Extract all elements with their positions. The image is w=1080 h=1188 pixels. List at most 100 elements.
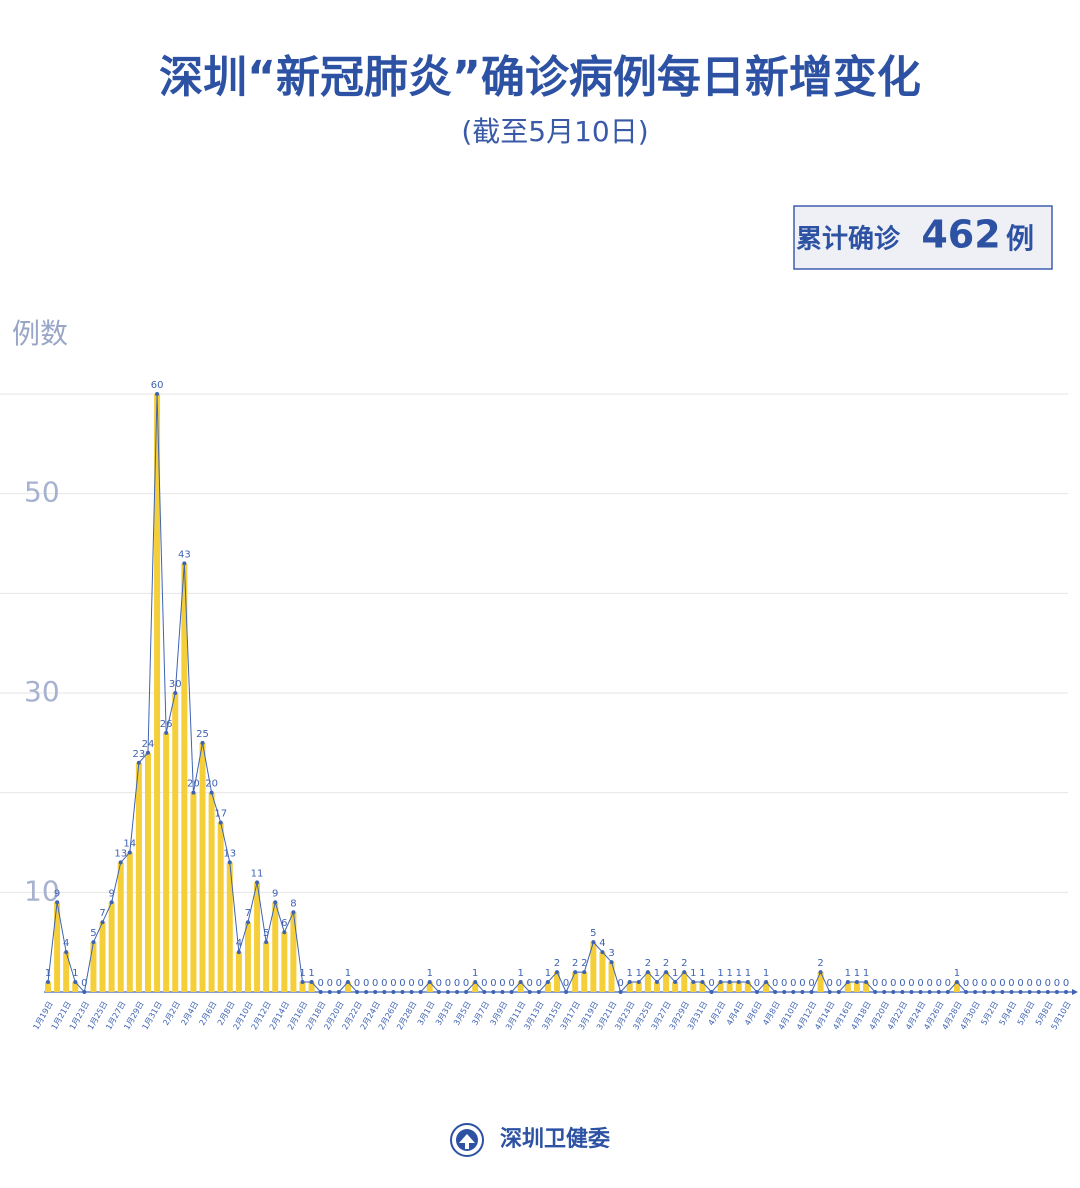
- bar: [308, 982, 315, 992]
- data-point: [391, 990, 396, 994]
- data-label: 1: [863, 968, 869, 979]
- data-label: 8: [290, 898, 296, 909]
- bar: [226, 862, 233, 992]
- data-point: [636, 980, 641, 985]
- bar: [699, 982, 706, 992]
- data-label: 0: [336, 978, 342, 989]
- bar: [581, 972, 588, 992]
- data-point: [827, 990, 832, 994]
- data-point: [400, 990, 405, 994]
- data-label: 0: [381, 978, 387, 989]
- data-label: 1: [845, 968, 851, 979]
- data-label: 0: [1017, 978, 1023, 989]
- data-label: 1: [299, 968, 305, 979]
- bar: [572, 972, 579, 992]
- data-label: 0: [963, 978, 969, 989]
- data-label: 5: [590, 928, 596, 939]
- data-point: [891, 990, 896, 994]
- bar: [163, 732, 170, 992]
- data-label: 1: [854, 968, 860, 979]
- bar: [426, 982, 433, 992]
- data-point: [318, 990, 323, 994]
- data-label: 0: [917, 978, 923, 989]
- data-label: 0: [372, 978, 378, 989]
- summary-value: 462: [921, 213, 1000, 257]
- data-point: [800, 990, 805, 994]
- data-point: [245, 920, 250, 925]
- data-label: 0: [936, 978, 942, 989]
- data-point: [345, 980, 350, 985]
- data-point: [845, 980, 850, 985]
- y-tick-label: 30: [24, 675, 60, 708]
- data-label: 0: [899, 978, 905, 989]
- data-point: [754, 990, 759, 994]
- y-tick-label: 50: [24, 476, 60, 509]
- bar: [290, 912, 297, 992]
- footer-source: 深圳卫健委: [500, 1126, 610, 1152]
- data-label: 13: [114, 848, 127, 859]
- data-label: 0: [881, 978, 887, 989]
- data-point: [1064, 990, 1068, 994]
- data-label: 0: [81, 978, 87, 989]
- bar: [717, 982, 724, 992]
- data-label: 1: [954, 968, 960, 979]
- data-label: 0: [490, 978, 496, 989]
- bar: [235, 952, 242, 992]
- data-label: 1: [727, 968, 733, 979]
- data-point: [664, 970, 669, 975]
- data-label: 14: [123, 838, 136, 849]
- data-label: 0: [436, 978, 442, 989]
- bar: [763, 982, 770, 992]
- data-point: [336, 990, 341, 994]
- bar: [217, 822, 224, 992]
- data-point: [1000, 990, 1005, 994]
- data-label: 1: [699, 968, 705, 979]
- data-point: [200, 740, 205, 745]
- data-point: [918, 990, 923, 994]
- data-point: [700, 980, 705, 985]
- data-point: [654, 980, 659, 985]
- data-label: 4: [236, 938, 242, 949]
- data-point: [1036, 990, 1041, 994]
- data-label: 2: [581, 958, 587, 969]
- bar: [90, 942, 97, 992]
- x-axis-arrow: [1072, 989, 1078, 995]
- data-point: [773, 990, 778, 994]
- data-label: 6: [281, 918, 287, 929]
- data-point: [291, 910, 296, 915]
- data-point: [991, 990, 996, 994]
- data-label: 0: [1036, 978, 1042, 989]
- data-label: 4: [63, 938, 69, 949]
- data-label: 0: [872, 978, 878, 989]
- data-label: 0: [408, 978, 414, 989]
- data-point: [764, 980, 769, 985]
- data-point: [264, 940, 269, 945]
- bar: [126, 852, 133, 992]
- data-label: 0: [481, 978, 487, 989]
- data-point: [282, 930, 287, 935]
- bar: [181, 563, 188, 992]
- data-label: 0: [808, 978, 814, 989]
- data-point: [1018, 990, 1023, 994]
- bar: [744, 982, 751, 992]
- data-label: 26: [160, 719, 173, 730]
- data-point: [518, 980, 523, 985]
- bar: [117, 862, 124, 992]
- data-point: [591, 940, 596, 945]
- data-point: [564, 990, 569, 994]
- y-tick-label: 10: [24, 874, 60, 907]
- data-label: 7: [99, 908, 105, 919]
- data-label: 0: [317, 978, 323, 989]
- data-point: [882, 990, 887, 994]
- data-point: [945, 990, 950, 994]
- data-point: [173, 691, 178, 695]
- bar: [244, 922, 251, 992]
- bar: [172, 693, 179, 992]
- data-point: [55, 900, 60, 905]
- bar: [690, 982, 697, 992]
- data-point: [536, 990, 541, 994]
- data-label: 1: [672, 968, 678, 979]
- data-label: 20: [187, 779, 200, 790]
- data-label: 0: [1045, 978, 1051, 989]
